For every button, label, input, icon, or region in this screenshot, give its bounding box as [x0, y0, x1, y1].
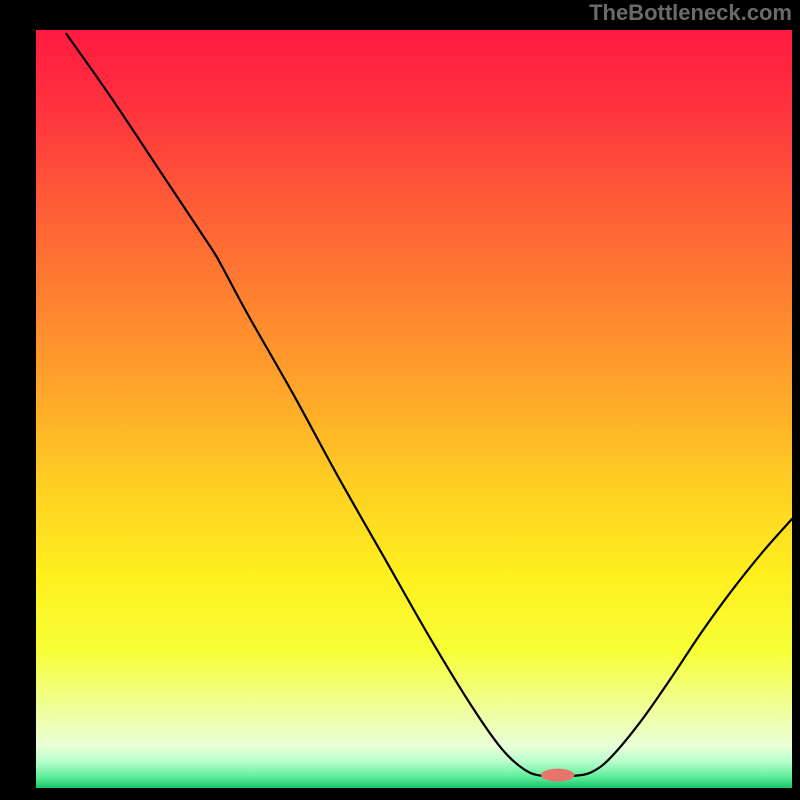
- chart-svg: [36, 30, 792, 788]
- chart-container: { "watermark": { "text": "TheBottleneck.…: [0, 0, 800, 800]
- gradient-background: [36, 30, 792, 788]
- plot-area: [36, 30, 792, 788]
- watermark-text: TheBottleneck.com: [589, 0, 792, 26]
- optimal-marker: [541, 769, 574, 782]
